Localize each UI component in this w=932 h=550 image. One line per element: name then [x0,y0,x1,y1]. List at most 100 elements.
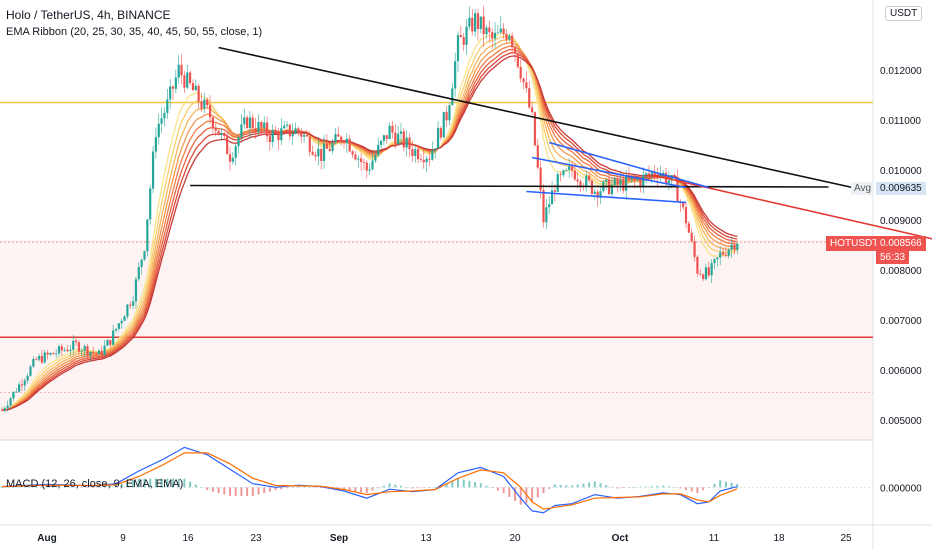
candle-body [414,149,417,157]
macd-histogram-bar [610,486,613,488]
candle-body [109,339,112,345]
candle-body [730,244,733,250]
macd-histogram-bar [297,486,300,488]
candle-body [15,391,18,393]
macd-histogram-bar [553,484,556,488]
candle-body [243,117,246,125]
macd-histogram-bar [582,483,585,488]
macd-histogram-bar [724,481,727,488]
macd-histogram-bar [280,487,283,490]
macd-histogram-bar [251,487,254,497]
macd-histogram-bar [154,478,157,488]
candle-body [699,273,702,275]
candle-body [43,352,46,363]
candle-body [568,166,571,170]
macd-histogram-bar [189,481,192,488]
macd-histogram-bar [696,487,699,494]
ema-line-55 [1,55,738,411]
candle-body [511,35,514,48]
symbol-title[interactable]: Holo / TetherUS, 4h, BINANCE [6,8,171,22]
candle-body [123,316,126,321]
macd-histogram-bar [92,487,95,488]
macd-histogram-bar [160,478,163,488]
candle-body [171,86,175,89]
candle-body [248,117,252,128]
macd-histogram-bar [46,486,49,488]
candle-body [345,138,348,144]
candle-body [186,72,189,88]
horizontal-levels[interactable] [0,101,873,393]
candle-body [357,158,360,160]
x-tick-label: 25 [840,533,852,544]
macd-histogram-bar [263,487,266,494]
candle-body [690,232,693,242]
macd-histogram-bar [622,487,625,489]
candle-body [377,144,380,156]
candle-body [687,223,690,233]
candle-body [129,304,132,306]
candle-body [505,34,508,40]
candle-body [650,172,653,175]
candle-body [531,107,534,113]
candle-body [126,304,129,317]
macd-histogram-bar [639,486,642,488]
candle-body [220,132,223,135]
macd-histogram-bar [736,483,739,488]
macd-histogram-bar [268,487,271,492]
trend-lines[interactable] [190,46,932,272]
candle-body [351,151,354,155]
candle-body [354,154,357,160]
macd-histogram-bar [240,487,243,497]
macd-histogram-bar [371,487,374,491]
candle-body [471,17,474,32]
x-tick-label: Aug [37,533,56,544]
candle-body [493,32,497,39]
macd-histogram-bar [320,487,323,488]
candle-body [274,129,277,132]
macd-histogram-bar [52,486,55,488]
signal-line [1,452,738,510]
candle-body [189,72,192,84]
candle-body [721,252,725,255]
candle-body [459,35,462,38]
candle-body [724,254,727,256]
candle-body [659,174,662,178]
y-tick-label: 0.007000 [880,316,922,327]
macd-histogram-bar [63,486,66,488]
macd-histogram-bar [616,487,619,489]
candle-body [206,99,209,106]
macd-histogram-bar [274,487,277,491]
candle-body [371,160,374,170]
candle-body [228,154,232,162]
macd-legend[interactable]: MACD (12, 26, close, 9, EMA, EMA) [6,478,184,490]
ema-ribbon-legend[interactable]: EMA Ribbon (20, 25, 30, 35, 40, 45, 50, … [6,26,263,38]
candle-body [516,53,519,67]
candle-body [636,179,639,181]
currency-button[interactable]: USDT [885,6,923,21]
candle-body [513,47,517,54]
candle-body [468,17,471,27]
macd-histogram-bar [365,487,368,494]
candle-body [528,88,531,108]
candle-body [120,320,123,324]
candle-body [234,146,237,158]
candle-body [550,190,554,205]
macd-histogram-bar [508,487,511,498]
macd-histogram-bar [354,487,357,492]
candle-body [112,330,115,345]
candle-body [499,28,502,33]
candle-body [402,131,405,148]
trend-line-5 [548,141,710,189]
candle-body [713,259,716,264]
candle-body [143,251,146,260]
macd-histogram-bar [211,487,214,492]
x-tick-label: Oct [612,533,629,544]
candle-body [32,358,35,367]
candle-body [63,349,66,351]
macd-histogram-bar [143,478,146,488]
candle-body [405,137,408,148]
candle-body [391,125,394,133]
macd-histogram-bar [485,485,488,488]
candle-body [642,174,645,187]
